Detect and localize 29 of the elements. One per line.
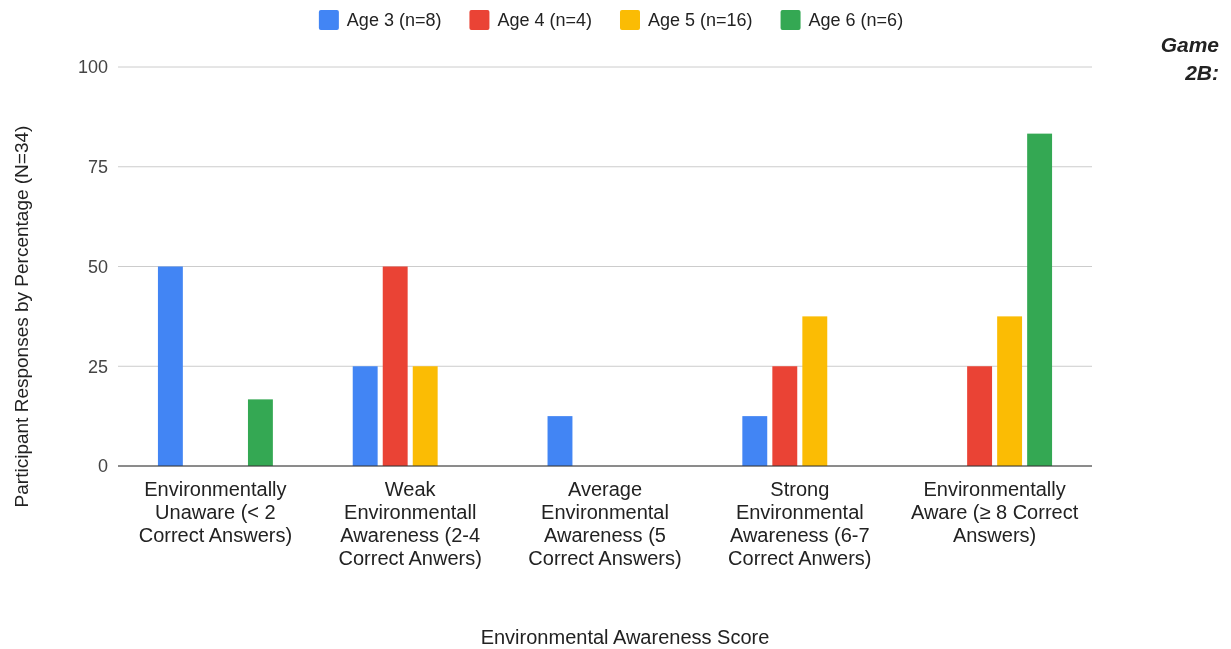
bar xyxy=(772,366,798,466)
bar xyxy=(1027,133,1053,466)
y-tick-label: 0 xyxy=(97,456,108,477)
x-tick-label: Environmentally Unaware (< 2 Correct Answers) xyxy=(138,478,293,546)
x-tick-label: Weak Environmentall Awareness (2-4 Correct Anwers) xyxy=(338,478,482,569)
bar xyxy=(157,266,183,466)
x-tick-label: Strong Environmental Awareness (6-7 Correct Anwers) xyxy=(728,478,872,569)
y-tick-label: 100 xyxy=(77,57,108,78)
y-tick-label: 50 xyxy=(87,256,108,277)
legend-label: Age 4 (n=4) xyxy=(497,10,592,31)
bar xyxy=(412,366,438,466)
legend-label: Age 5 (n=16) xyxy=(647,10,753,31)
text: Game 2B: xyxy=(1160,33,1220,84)
bar xyxy=(802,316,828,466)
x-axis-title: Environmental Awareness Score xyxy=(480,626,770,648)
y-axis-title: Participant Responses by Percentage (N=34) xyxy=(11,125,32,508)
bar xyxy=(742,416,768,466)
bar xyxy=(967,366,993,466)
bar xyxy=(997,316,1023,466)
y-tick-label: 25 xyxy=(87,356,108,377)
y-tick-label: 75 xyxy=(87,157,108,178)
legend-label: Age 3 (n=8) xyxy=(346,10,442,31)
legend-label: Age 6 (n=6) xyxy=(808,10,904,31)
x-tick-label: Average Environmental Awareness (5 Correct Answers) xyxy=(528,478,682,569)
x-tick-label: Environmentally Aware (≥ 8 Correct Answers) xyxy=(910,478,1079,546)
bar xyxy=(547,416,573,466)
bar xyxy=(382,266,408,466)
bar xyxy=(352,366,378,466)
bar xyxy=(247,399,273,466)
